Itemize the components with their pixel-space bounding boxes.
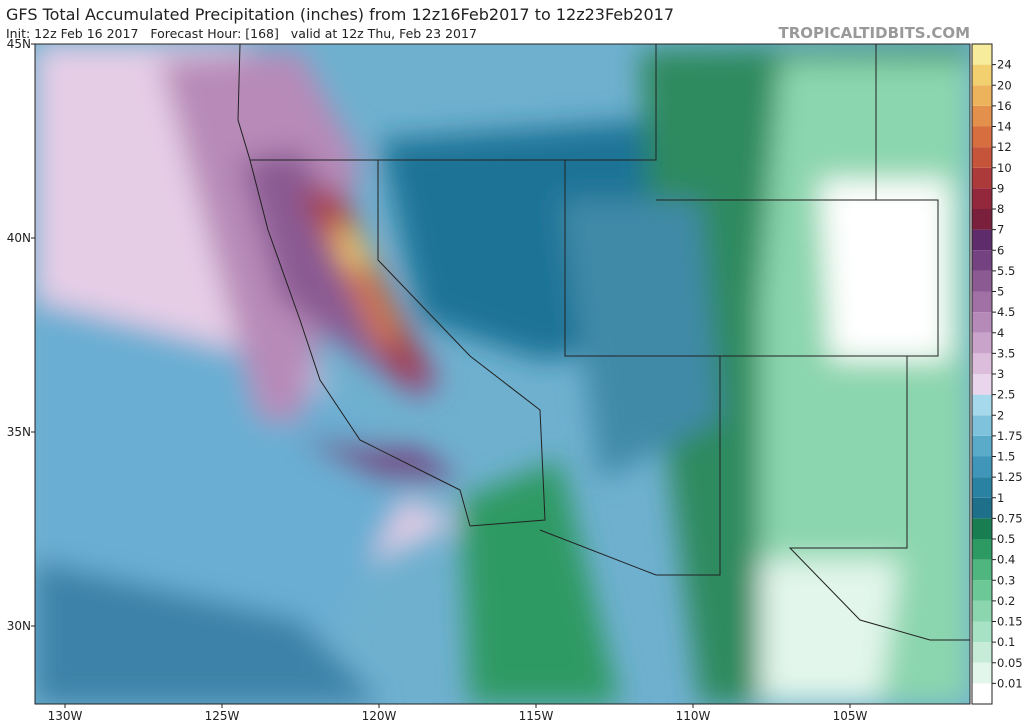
colorbar-cell	[972, 642, 992, 663]
colorbar-label: 0.4	[997, 553, 1015, 567]
colorbar-label: 7	[997, 223, 1004, 237]
colorbar-label: 1.75	[997, 429, 1023, 443]
colorbar-label: 20	[997, 78, 1012, 92]
colorbar-label: 0.75	[997, 511, 1023, 525]
colorbar-cell	[972, 64, 992, 86]
colorbar-cell	[972, 621, 992, 643]
colorbar-label: 24	[997, 58, 1012, 72]
lat-label: 45N	[7, 37, 31, 51]
colorbar-cell	[972, 270, 992, 292]
colorbar-label: 0.2	[997, 594, 1015, 608]
colorbar-label: 6	[997, 243, 1004, 257]
colorbar-label: 0.5	[997, 532, 1015, 546]
colorbar-label: 2.5	[997, 388, 1015, 402]
colorbar-label: 1	[997, 491, 1004, 505]
lat-label: 30N	[7, 619, 31, 633]
colorbar-label: 16	[997, 99, 1012, 113]
lon-label: 115W	[519, 709, 554, 723]
colorbar-label: 0.1	[997, 635, 1015, 649]
title: GFS Total Accumulated Precipitation (inc…	[6, 5, 674, 24]
lon-label: 110W	[676, 709, 711, 723]
lat-label: 35N	[7, 425, 31, 439]
colorbar-cell	[972, 209, 992, 230]
map-frame	[34, 43, 971, 705]
colorbar-cell	[972, 394, 992, 416]
colorbar-cell	[972, 683, 992, 704]
colorbar-cell	[972, 435, 992, 457]
colorbar-cell	[972, 85, 992, 106]
colorbar-cell	[972, 600, 992, 622]
colorbar-label: 3.5	[997, 346, 1015, 360]
colorbar-cell	[972, 456, 992, 478]
lon-label: 120W	[362, 709, 397, 723]
colorbar-label: 0.01	[997, 676, 1023, 690]
watermark: TROPICALTIDBITS.COM	[779, 24, 971, 42]
colorbar-cell	[972, 580, 992, 601]
colorbar-label: 0.05	[997, 656, 1023, 670]
colorbar-cell	[972, 44, 992, 65]
colorbar-label: 0.15	[997, 615, 1023, 629]
colorbar-label: 10	[997, 161, 1012, 175]
colorbar-cell	[972, 477, 992, 498]
colorbar-cell	[972, 559, 992, 581]
colorbar-cell	[972, 147, 992, 168]
colorbar-label: 0.3	[997, 573, 1015, 587]
colorbar-cell	[972, 662, 992, 684]
colorbar-label: 1.5	[997, 450, 1015, 464]
colorbar-cell	[972, 332, 992, 354]
colorbar-label: 4	[997, 326, 1004, 340]
colorbar-cell	[972, 539, 992, 560]
colorbar-cell	[972, 250, 992, 271]
colorbar-cell	[972, 415, 992, 436]
colorbar-label: 14	[997, 120, 1012, 134]
lon-label: 130W	[48, 709, 83, 723]
colorbar-cell	[972, 188, 992, 209]
lon-label: 125W	[205, 709, 240, 723]
colorbar-label: 5.5	[997, 264, 1015, 278]
colorbar-cell	[972, 374, 992, 395]
colorbar-label: 5	[997, 285, 1004, 299]
colorbar: 0.01 0.05 0.1 0.15 0.2 0.3 0.4 0.5 0.75 1 1.25 1.5 1…	[971, 43, 1023, 705]
colorbar-cell	[972, 497, 992, 519]
colorbar-label: 12	[997, 140, 1012, 154]
lat-labels: 45N 40N 35N 30N	[7, 37, 35, 633]
lon-labels: 130W 125W 120W 115W 110W 105W	[48, 704, 868, 723]
subtitle: Init: 12z Feb 16 2017 Forecast Hour: [16…	[6, 26, 477, 41]
colorbar-label: 9	[997, 181, 1004, 195]
colorbar-cell	[972, 291, 992, 313]
lat-label: 40N	[7, 231, 31, 245]
colorbar-label: 1.25	[997, 470, 1023, 484]
colorbar-cell	[972, 312, 992, 333]
colorbar-cell	[972, 518, 992, 539]
colorbar-label: 8	[997, 202, 1004, 216]
colorbar-cell	[972, 167, 992, 189]
colorbar-cell	[972, 229, 992, 251]
colorbar-label: 2	[997, 408, 1004, 422]
colorbar-label: 3	[997, 367, 1004, 381]
map	[34, 43, 971, 705]
colorbar-cell	[972, 126, 992, 148]
colorbar-cell	[972, 105, 992, 127]
colorbar-label: 4.5	[997, 305, 1015, 319]
colorbar-cell	[972, 353, 992, 374]
lon-label: 105W	[833, 709, 868, 723]
